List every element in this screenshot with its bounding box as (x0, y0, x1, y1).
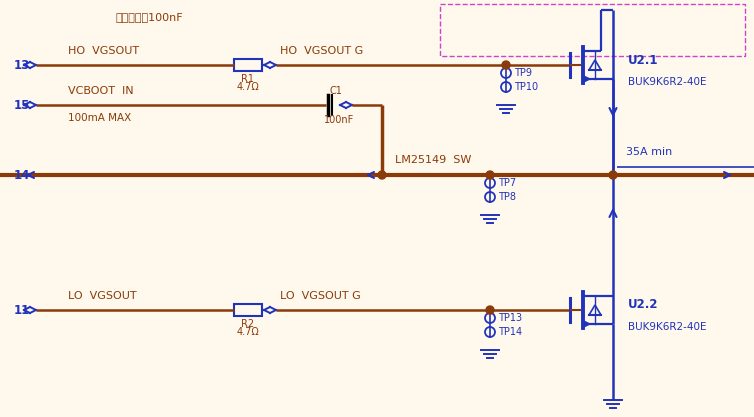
Circle shape (486, 171, 494, 179)
Text: HO  VGSOUT: HO VGSOUT (68, 46, 139, 56)
Circle shape (609, 171, 617, 179)
Text: TP9: TP9 (514, 68, 532, 78)
Text: 100mA MAX: 100mA MAX (68, 113, 131, 123)
Text: U2.1: U2.1 (628, 53, 658, 66)
Text: 35A min: 35A min (626, 147, 673, 157)
Text: R2: R2 (241, 319, 255, 329)
Text: TP8: TP8 (498, 192, 516, 202)
Text: 13: 13 (14, 58, 30, 71)
Circle shape (486, 306, 494, 314)
Text: 100nF: 100nF (324, 115, 354, 125)
Text: TP7: TP7 (498, 178, 516, 188)
Bar (234, 304, 262, 316)
Bar (440, 4, 745, 56)
Text: BUK9K6R2-40E: BUK9K6R2-40E (628, 77, 706, 87)
Text: TP13: TP13 (498, 313, 522, 323)
Text: TP14: TP14 (498, 327, 522, 337)
Text: 14: 14 (14, 168, 30, 181)
Text: 4.7Ω: 4.7Ω (237, 327, 259, 337)
Text: LO  VGSOUT: LO VGSOUT (68, 291, 136, 301)
Text: 退稺电容：100nF: 退稺电容：100nF (115, 12, 182, 22)
Text: LO  VGSOUT G: LO VGSOUT G (280, 291, 360, 301)
Text: 4.7Ω: 4.7Ω (237, 82, 259, 92)
Text: VCBOOT  IN: VCBOOT IN (68, 86, 133, 96)
Bar (234, 59, 262, 71)
Circle shape (378, 171, 386, 179)
Text: LM25149  SW: LM25149 SW (395, 155, 471, 165)
Text: C1: C1 (330, 86, 343, 96)
Text: 15: 15 (14, 98, 30, 111)
Text: 11: 11 (14, 304, 30, 317)
Text: TP10: TP10 (514, 82, 538, 92)
Text: BUK9K6R2-40E: BUK9K6R2-40E (628, 322, 706, 332)
Text: HO  VGSOUT G: HO VGSOUT G (280, 46, 363, 56)
Text: U2.2: U2.2 (628, 299, 658, 311)
Circle shape (502, 61, 510, 69)
Text: R1: R1 (241, 74, 255, 84)
